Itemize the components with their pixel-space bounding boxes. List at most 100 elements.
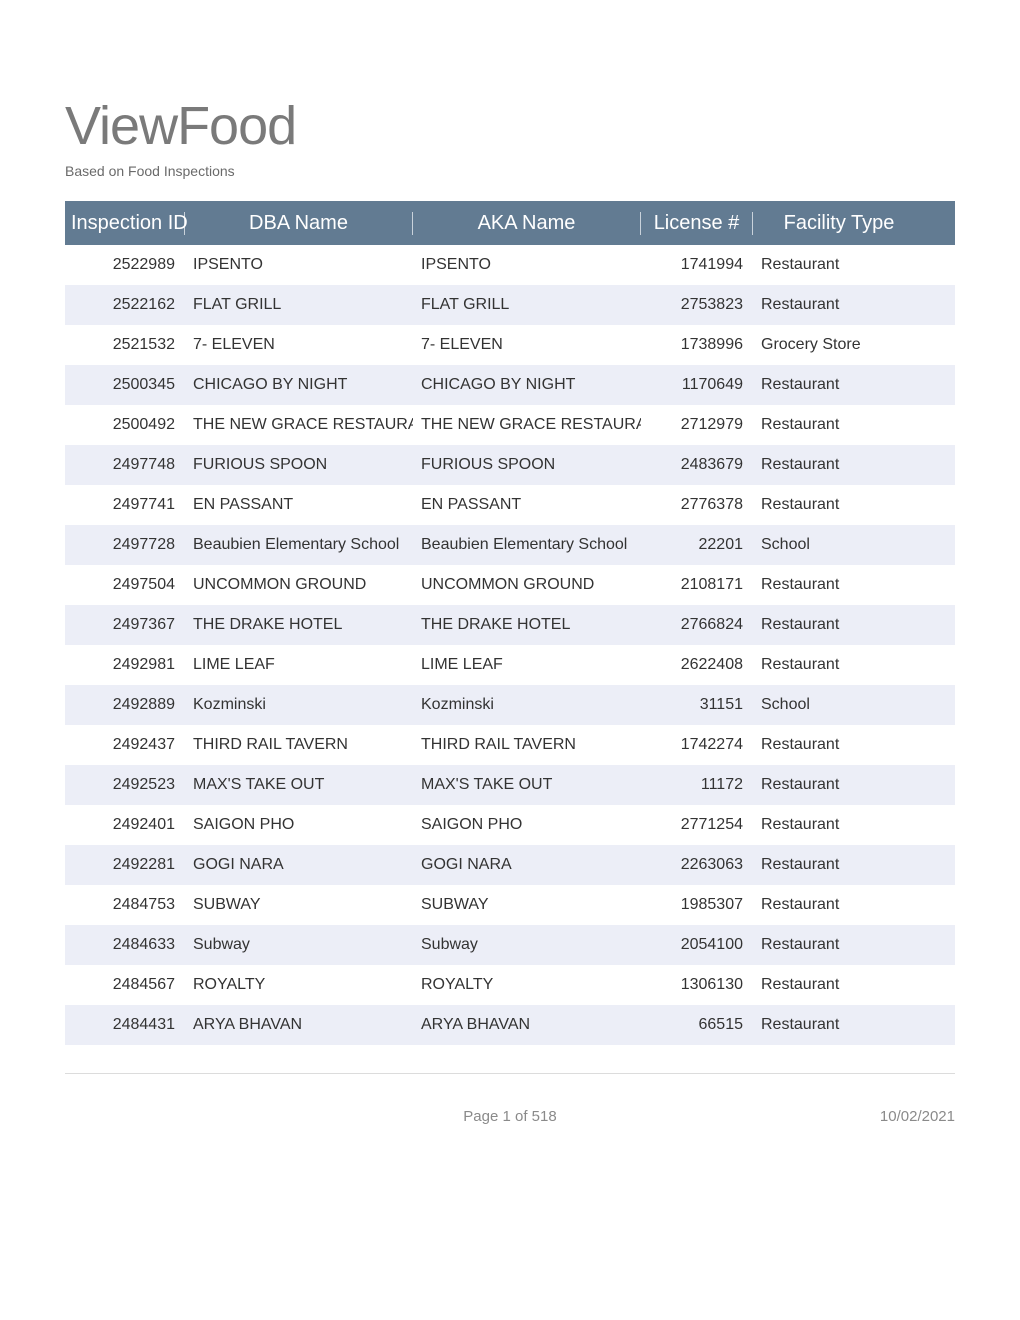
- cell-dba_name: ARYA BHAVAN: [185, 1016, 413, 1034]
- col-header-facility-type: Facility Type: [753, 212, 925, 235]
- cell-facility_type: Restaurant: [753, 416, 925, 434]
- table-row: 2492981LIME LEAFLIME LEAF2622408Restaura…: [65, 645, 955, 685]
- cell-aka_name: THIRD RAIL TAVERN: [413, 736, 641, 754]
- cell-license: 1306130: [641, 976, 753, 994]
- cell-license: 2263063: [641, 856, 753, 874]
- cell-license: 2776378: [641, 496, 753, 514]
- cell-license: 2712979: [641, 416, 753, 434]
- col-header-aka-name: AKA Name: [413, 212, 641, 235]
- cell-aka_name: ARYA BHAVAN: [413, 1016, 641, 1034]
- cell-inspection_id: 2497728: [65, 536, 185, 554]
- table-row: 2497748FURIOUS SPOONFURIOUS SPOON2483679…: [65, 445, 955, 485]
- cell-dba_name: CHICAGO BY NIGHT: [185, 376, 413, 394]
- cell-facility_type: School: [753, 536, 925, 554]
- cell-dba_name: EN PASSANT: [185, 496, 413, 514]
- cell-dba_name: SUBWAY: [185, 896, 413, 914]
- table-row: 2500345CHICAGO BY NIGHTCHICAGO BY NIGHT1…: [65, 365, 955, 405]
- table-row: 2484753SUBWAYSUBWAY1985307Restaurant: [65, 885, 955, 925]
- cell-dba_name: IPSENTO: [185, 256, 413, 274]
- cell-aka_name: EN PASSANT: [413, 496, 641, 514]
- table-row: 2492889KozminskiKozminski31151School: [65, 685, 955, 725]
- cell-aka_name: FURIOUS SPOON: [413, 456, 641, 474]
- table-row: 25215327- ELEVEN7- ELEVEN1738996Grocery …: [65, 325, 955, 365]
- cell-aka_name: IPSENTO: [413, 256, 641, 274]
- cell-inspection_id: 2492523: [65, 776, 185, 794]
- cell-facility_type: Restaurant: [753, 816, 925, 834]
- cell-license: 2108171: [641, 576, 753, 594]
- table-row: 2522989IPSENTOIPSENTO1741994Restaurant: [65, 245, 955, 285]
- table-row: 2497367THE DRAKE HOTELTHE DRAKE HOTEL276…: [65, 605, 955, 645]
- inspections-table: Inspection ID DBA Name AKA Name License …: [65, 201, 955, 1045]
- cell-license: 2766824: [641, 616, 753, 634]
- cell-inspection_id: 2484753: [65, 896, 185, 914]
- cell-facility_type: Restaurant: [753, 376, 925, 394]
- cell-aka_name: SAIGON PHO: [413, 816, 641, 834]
- cell-facility_type: Restaurant: [753, 896, 925, 914]
- cell-license: 11172: [641, 776, 753, 794]
- cell-dba_name: 7- ELEVEN: [185, 336, 413, 354]
- cell-facility_type: Restaurant: [753, 656, 925, 674]
- cell-dba_name: SAIGON PHO: [185, 816, 413, 834]
- cell-dba_name: GOGI NARA: [185, 856, 413, 874]
- cell-inspection_id: 2492437: [65, 736, 185, 754]
- cell-aka_name: Kozminski: [413, 696, 641, 714]
- cell-license: 1985307: [641, 896, 753, 914]
- cell-license: 66515: [641, 1016, 753, 1034]
- cell-facility_type: Restaurant: [753, 496, 925, 514]
- cell-license: 2483679: [641, 456, 753, 474]
- cell-facility_type: Restaurant: [753, 296, 925, 314]
- col-header-license: License #: [641, 212, 753, 235]
- cell-aka_name: FLAT GRILL: [413, 296, 641, 314]
- cell-facility_type: Restaurant: [753, 776, 925, 794]
- cell-dba_name: ROYALTY: [185, 976, 413, 994]
- cell-facility_type: Restaurant: [753, 856, 925, 874]
- cell-facility_type: Restaurant: [753, 456, 925, 474]
- cell-inspection_id: 2492281: [65, 856, 185, 874]
- cell-aka_name: MAX'S TAKE OUT: [413, 776, 641, 794]
- cell-inspection_id: 2497504: [65, 576, 185, 594]
- cell-dba_name: Kozminski: [185, 696, 413, 714]
- cell-dba_name: FLAT GRILL: [185, 296, 413, 314]
- footer-divider: [65, 1073, 955, 1074]
- cell-license: 31151: [641, 696, 753, 714]
- cell-license: 1741994: [641, 256, 753, 274]
- cell-license: 1738996: [641, 336, 753, 354]
- table-row: 2500492THE NEW GRACE RESTAURANTTHE NEW G…: [65, 405, 955, 445]
- cell-aka_name: UNCOMMON GROUND: [413, 576, 641, 594]
- table-row: 2522162FLAT GRILLFLAT GRILL2753823Restau…: [65, 285, 955, 325]
- cell-facility_type: School: [753, 696, 925, 714]
- table-row: 2484567ROYALTYROYALTY1306130Restaurant: [65, 965, 955, 1005]
- cell-inspection_id: 2484633: [65, 936, 185, 954]
- col-header-dba-name: DBA Name: [185, 212, 413, 235]
- cell-aka_name: THE DRAKE HOTEL: [413, 616, 641, 634]
- cell-inspection_id: 2497741: [65, 496, 185, 514]
- table-row: 2497728Beaubien Elementary SchoolBeaubie…: [65, 525, 955, 565]
- cell-dba_name: MAX'S TAKE OUT: [185, 776, 413, 794]
- table-row: 2492523MAX'S TAKE OUTMAX'S TAKE OUT11172…: [65, 765, 955, 805]
- table-row: 2497504UNCOMMON GROUNDUNCOMMON GROUND210…: [65, 565, 955, 605]
- cell-aka_name: SUBWAY: [413, 896, 641, 914]
- cell-aka_name: Subway: [413, 936, 641, 954]
- cell-inspection_id: 2492401: [65, 816, 185, 834]
- cell-dba_name: FURIOUS SPOON: [185, 456, 413, 474]
- cell-dba_name: UNCOMMON GROUND: [185, 576, 413, 594]
- cell-dba_name: THE DRAKE HOTEL: [185, 616, 413, 634]
- table-header-row: Inspection ID DBA Name AKA Name License …: [65, 201, 955, 245]
- page-subtitle: Based on Food Inspections: [65, 163, 955, 179]
- cell-inspection_id: 2497748: [65, 456, 185, 474]
- cell-dba_name: THE NEW GRACE RESTAURANT: [185, 416, 413, 434]
- cell-inspection_id: 2492981: [65, 656, 185, 674]
- cell-aka_name: Beaubien Elementary School: [413, 536, 641, 554]
- cell-facility_type: Restaurant: [753, 256, 925, 274]
- cell-dba_name: Beaubien Elementary School: [185, 536, 413, 554]
- cell-facility_type: Restaurant: [753, 616, 925, 634]
- cell-inspection_id: 2500345: [65, 376, 185, 394]
- cell-inspection_id: 2497367: [65, 616, 185, 634]
- page-indicator: Page 1 of 518: [65, 1108, 955, 1125]
- cell-inspection_id: 2492889: [65, 696, 185, 714]
- cell-aka_name: 7- ELEVEN: [413, 336, 641, 354]
- cell-inspection_id: 2521532: [65, 336, 185, 354]
- cell-license: 2622408: [641, 656, 753, 674]
- cell-aka_name: THE NEW GRACE RESTAURANT: [413, 416, 641, 434]
- table-row: 2492281GOGI NARAGOGI NARA2263063Restaura…: [65, 845, 955, 885]
